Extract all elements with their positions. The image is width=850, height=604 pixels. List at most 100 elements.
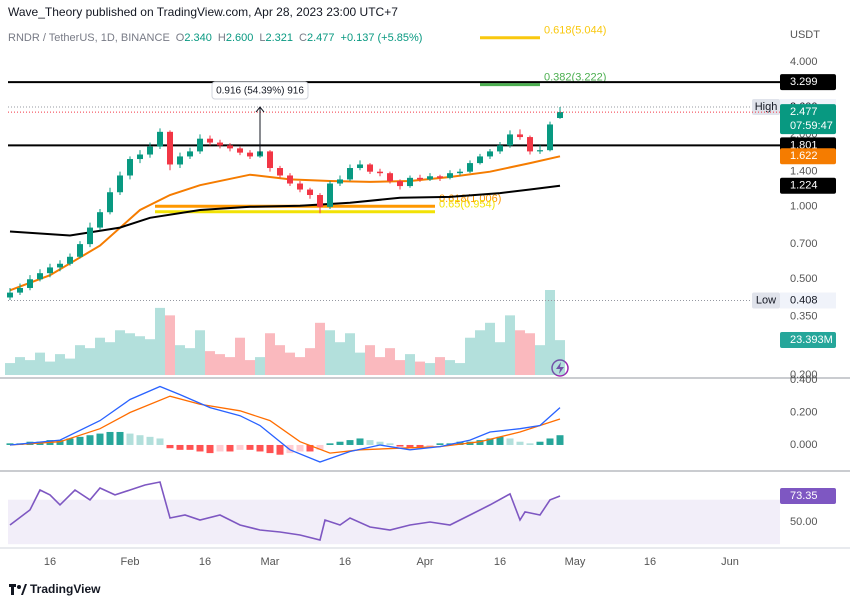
volume-bar xyxy=(555,340,565,375)
volume-bar xyxy=(465,337,475,375)
histogram-bar xyxy=(306,444,314,452)
volume-bar xyxy=(215,354,225,375)
volume-bar xyxy=(475,330,485,375)
y-tick-label: 4.000 xyxy=(790,56,818,68)
volume-bar xyxy=(415,361,425,375)
histogram-bar xyxy=(436,443,444,445)
candle-body xyxy=(447,173,453,178)
volume-bar xyxy=(175,345,185,375)
volume-bar xyxy=(455,363,465,375)
volume-bar xyxy=(125,333,135,375)
candle-body xyxy=(317,194,323,207)
histogram-bar xyxy=(426,444,434,447)
ohlc-key: L xyxy=(259,32,265,44)
x-tick-label: 16 xyxy=(494,556,506,568)
candle-body xyxy=(67,256,73,264)
change: +0.137 (+5.85%) xyxy=(341,32,423,44)
range-tag-box xyxy=(752,99,780,116)
candle-body xyxy=(47,267,53,274)
histogram-bar xyxy=(276,444,284,455)
candle-body xyxy=(107,192,113,213)
histogram-bar xyxy=(146,436,154,445)
candle-body xyxy=(357,164,363,169)
volume-bar xyxy=(335,342,345,375)
histogram-bar xyxy=(356,438,364,445)
histogram-bar xyxy=(56,440,64,445)
histogram-bar xyxy=(476,440,484,445)
volume-bar xyxy=(225,357,235,375)
volume-bar xyxy=(245,360,255,375)
histogram-bar xyxy=(516,441,524,445)
histogram-bar xyxy=(76,436,84,445)
candle-body xyxy=(517,134,523,138)
candle-body xyxy=(307,189,313,195)
histogram-bar xyxy=(196,444,204,452)
candle-body xyxy=(17,287,23,293)
candle-body xyxy=(297,183,303,190)
candle-body xyxy=(137,154,143,160)
volume-bar xyxy=(485,322,495,375)
volume-bar xyxy=(525,333,535,375)
candle-body xyxy=(367,164,373,172)
candle-body xyxy=(117,175,123,193)
symbol-line: RNDR / TetherUS, 1D, BINANCE O2.340 H2.600… xyxy=(8,32,422,44)
x-tick-label: Mar xyxy=(261,556,280,568)
volume-bar xyxy=(205,351,215,375)
volume-bar xyxy=(535,345,545,375)
range-value-box xyxy=(780,292,836,309)
histogram-bar xyxy=(256,444,264,452)
volume-bar xyxy=(15,357,25,375)
level-label-box xyxy=(780,74,836,91)
ohlc-value: 2.600 xyxy=(226,32,254,44)
last-price-sub: 07:59:47 xyxy=(790,120,833,132)
volume-bar xyxy=(385,348,395,375)
histogram-bar xyxy=(86,435,94,445)
candle-body xyxy=(387,173,393,182)
volume-bar xyxy=(5,363,15,375)
histogram-bar xyxy=(346,440,354,445)
candle-body xyxy=(467,163,473,172)
candle-body xyxy=(37,273,43,280)
volume-bar xyxy=(135,336,145,375)
rsi-label-box xyxy=(780,487,836,504)
x-tick-label: Jun xyxy=(721,556,739,568)
volume-bar xyxy=(375,357,385,375)
candle-body xyxy=(147,146,153,155)
candle-body xyxy=(427,176,433,180)
volume-bar xyxy=(515,330,525,375)
candle-body xyxy=(127,159,133,176)
symbol: RNDR / TetherUS, 1D, BINANCE xyxy=(8,32,170,44)
candle-body xyxy=(177,156,183,165)
histogram-bar xyxy=(546,438,554,445)
histogram-bar xyxy=(506,438,514,445)
candle-body xyxy=(187,151,193,157)
x-tick-label: May xyxy=(565,556,586,568)
publisher: Wave_Theory published on TradingView.com… xyxy=(8,5,398,19)
volume-bar xyxy=(105,342,115,375)
volume-bar xyxy=(365,345,375,375)
candle-body xyxy=(407,177,413,187)
rsi-label: 73.35 xyxy=(790,490,818,502)
volume-bar xyxy=(275,345,285,375)
candle-body xyxy=(337,179,343,184)
histogram-bar xyxy=(486,438,494,445)
volume-bar xyxy=(235,337,245,375)
y-tick-label: 0.500 xyxy=(790,273,818,285)
histogram-bar xyxy=(206,444,214,454)
volume-bar xyxy=(195,330,205,375)
histogram-bar xyxy=(366,440,374,445)
macd-line xyxy=(9,385,561,463)
fib-label: 0.618(5.044) xyxy=(544,25,606,37)
candle-body xyxy=(557,112,563,119)
histogram-bar xyxy=(556,435,564,445)
candle-body xyxy=(437,176,443,178)
histogram-bar xyxy=(226,444,234,452)
histogram-bar xyxy=(536,441,544,445)
histogram-bar xyxy=(396,444,404,447)
range-value: 0.408 xyxy=(790,294,818,306)
signal-line xyxy=(9,395,561,454)
volume-bar xyxy=(425,363,435,375)
volume-bar xyxy=(505,315,515,375)
histogram-bar xyxy=(126,433,134,445)
